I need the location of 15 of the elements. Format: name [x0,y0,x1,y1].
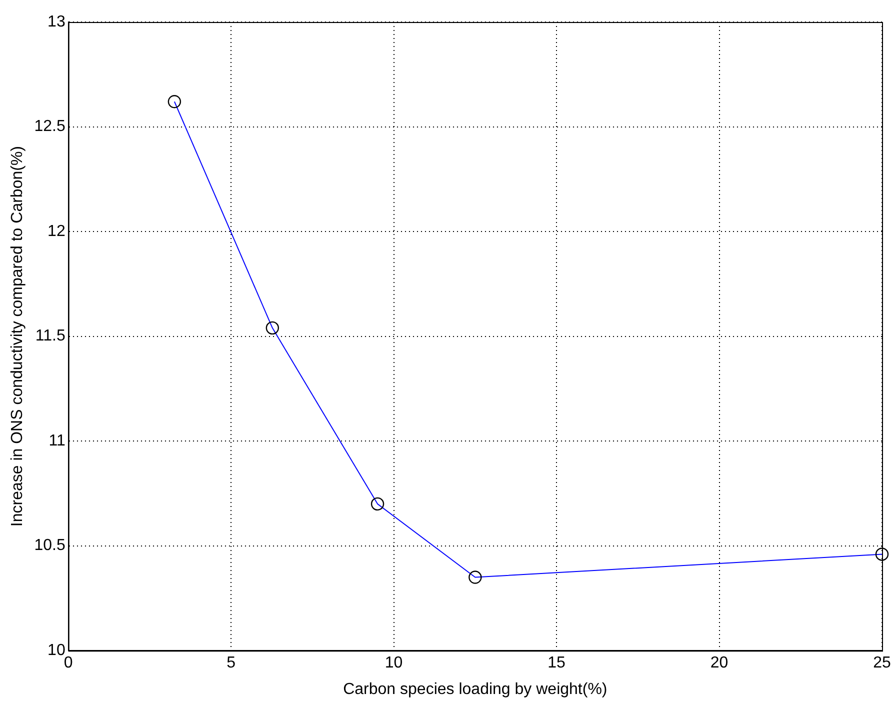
y-tick-label: 12.5 [34,118,66,136]
x-tick-label: 0 [64,654,73,672]
y-tick-label: 10 [48,642,66,660]
x-axis-title: Carbon species loading by weight(%) [343,680,608,698]
x-tick-label: 15 [548,654,566,672]
y-tick-label: 11 [48,432,66,450]
y-tick-label: 11.5 [35,328,66,345]
x-tick-label: 20 [710,654,728,672]
y-tick-label: 12 [48,222,66,240]
y-axis-title: Increase in ONS conductivity compared to Carbon(%) [9,146,26,527]
x-tick-label: 10 [384,654,403,672]
x-tick-label: 25 [873,654,891,672]
y-tick-label: 13 [48,13,66,30]
x-tick-label: 5 [226,654,236,672]
y-tick-label: 10.5 [34,537,66,554]
